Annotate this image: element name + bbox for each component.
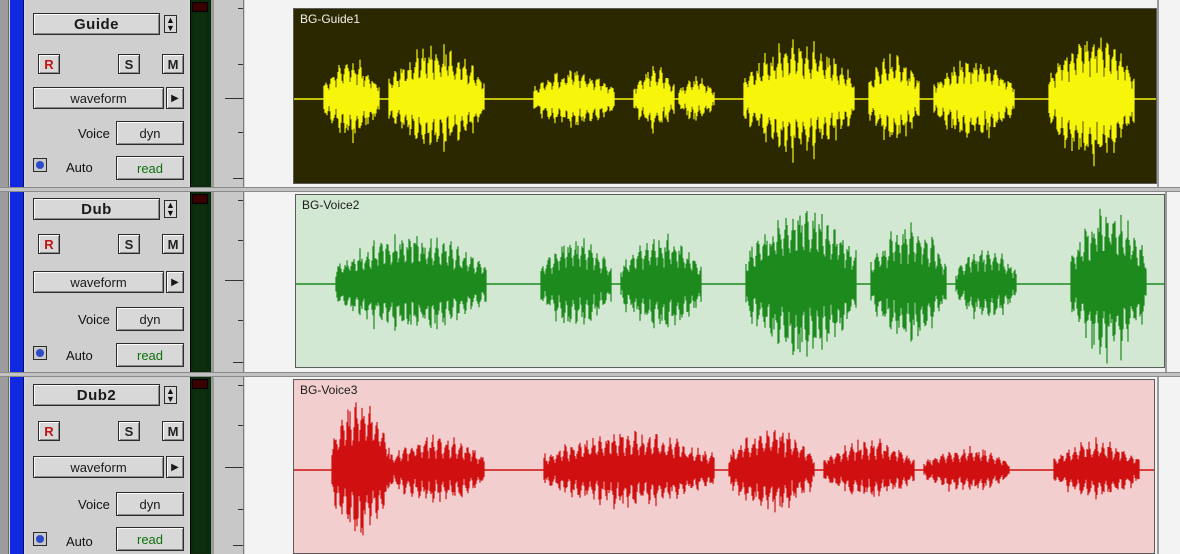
track-view-selector[interactable]: waveform	[33, 271, 164, 293]
voice-selector[interactable]: dyn	[116, 307, 184, 331]
clip-indicator[interactable]	[192, 2, 208, 12]
track-ruler	[214, 377, 244, 554]
clip-indicator[interactable]	[192, 379, 208, 389]
track-view-selector[interactable]: waveform	[33, 456, 164, 478]
waveform	[294, 402, 1154, 536]
track-dub2: Dub2 ▲ ▼ R S M waveform ▶ Voice dyn Auto …	[0, 377, 1180, 554]
track-header: Dub2 ▲ ▼ R S M waveform ▶ Voice dyn Auto …	[0, 377, 245, 554]
right-triangle-icon[interactable]: ▶	[166, 456, 184, 478]
meter-bar	[193, 206, 207, 370]
solo-button[interactable]: S	[118, 421, 140, 441]
voice-label: Voice	[78, 126, 110, 141]
track-name-field[interactable]: Guide	[33, 13, 160, 35]
automation-mode-selector[interactable]: read	[116, 343, 184, 367]
mute-button[interactable]: M	[162, 54, 184, 74]
track-name-field[interactable]: Dub	[33, 198, 160, 220]
audio-region[interactable]: BG-Voice3	[293, 379, 1155, 554]
auto-label: Auto	[66, 348, 93, 363]
region-name: BG-Voice2	[302, 198, 360, 212]
region-name: BG-Voice3	[300, 383, 358, 397]
meter-bar	[193, 14, 207, 185]
record-button[interactable]: R	[38, 234, 60, 254]
auto-enable-dot-icon[interactable]	[33, 346, 47, 360]
audio-region[interactable]: BG-Guide1	[293, 8, 1157, 184]
record-button[interactable]: R	[38, 54, 60, 74]
header-divider	[211, 377, 214, 554]
solo-button[interactable]: S	[118, 54, 140, 74]
auto-enable-dot-icon[interactable]	[33, 532, 47, 546]
voice-label: Voice	[78, 312, 110, 327]
record-button[interactable]: R	[38, 421, 60, 441]
track-playlist-lane[interactable]: BG-Guide1	[245, 0, 1180, 187]
track-color-strip[interactable]	[10, 192, 24, 372]
waveform-path	[335, 208, 1147, 364]
auto-label: Auto	[66, 534, 93, 549]
track-guide: Guide ▲ ▼ R S M waveform ▶ Voice dyn Auto…	[0, 0, 1180, 187]
track-ruler	[214, 192, 244, 372]
mute-button[interactable]: M	[162, 234, 184, 254]
meter-bar	[193, 391, 207, 552]
voice-label: Voice	[78, 497, 110, 512]
auto-label: Auto	[66, 160, 93, 175]
track-playlist-lane[interactable]: BG-Voice3	[245, 377, 1180, 554]
track-separator	[0, 372, 1180, 377]
clip-indicator[interactable]	[192, 194, 208, 204]
solo-button[interactable]: S	[118, 234, 140, 254]
waveform-path	[331, 402, 1140, 536]
voice-selector[interactable]: dyn	[116, 492, 184, 516]
lane-right-edge	[1157, 0, 1159, 187]
track-separator	[0, 187, 1180, 192]
up-down-arrows-icon[interactable]: ▲ ▼	[164, 15, 177, 33]
up-down-arrows-icon[interactable]: ▲ ▼	[164, 200, 177, 218]
waveform	[296, 208, 1164, 364]
track-scroll-edge	[0, 192, 9, 372]
track-playlist-lane[interactable]: BG-Voice2	[245, 192, 1180, 372]
waveform-path	[323, 37, 1135, 167]
track-color-strip[interactable]	[10, 0, 24, 187]
up-down-arrows-icon[interactable]: ▲ ▼	[164, 386, 177, 404]
header-divider	[211, 0, 214, 187]
right-triangle-icon[interactable]: ▶	[166, 87, 184, 109]
header-divider	[211, 192, 214, 372]
mute-button[interactable]: M	[162, 421, 184, 441]
lane-right-edge	[1157, 377, 1159, 554]
audio-region[interactable]: BG-Voice2	[295, 194, 1165, 368]
auto-enable-dot-icon[interactable]	[33, 158, 47, 172]
track-name-field[interactable]: Dub2	[33, 384, 160, 406]
track-dub: Dub ▲ ▼ R S M waveform ▶ Voice dyn Auto r…	[0, 192, 1180, 372]
lane-right-edge	[1165, 192, 1167, 372]
right-triangle-icon[interactable]: ▶	[166, 271, 184, 293]
track-color-strip[interactable]	[10, 377, 24, 554]
track-header: Dub ▲ ▼ R S M waveform ▶ Voice dyn Auto r…	[0, 192, 245, 372]
track-scroll-edge	[0, 377, 9, 554]
waveform	[294, 37, 1156, 167]
region-name: BG-Guide1	[300, 12, 361, 26]
track-view-selector[interactable]: waveform	[33, 87, 164, 109]
track-header: Guide ▲ ▼ R S M waveform ▶ Voice dyn Auto…	[0, 0, 245, 187]
voice-selector[interactable]: dyn	[116, 121, 184, 145]
track-scroll-edge	[0, 0, 9, 187]
track-ruler	[214, 0, 244, 187]
automation-mode-selector[interactable]: read	[116, 527, 184, 551]
automation-mode-selector[interactable]: read	[116, 156, 184, 180]
